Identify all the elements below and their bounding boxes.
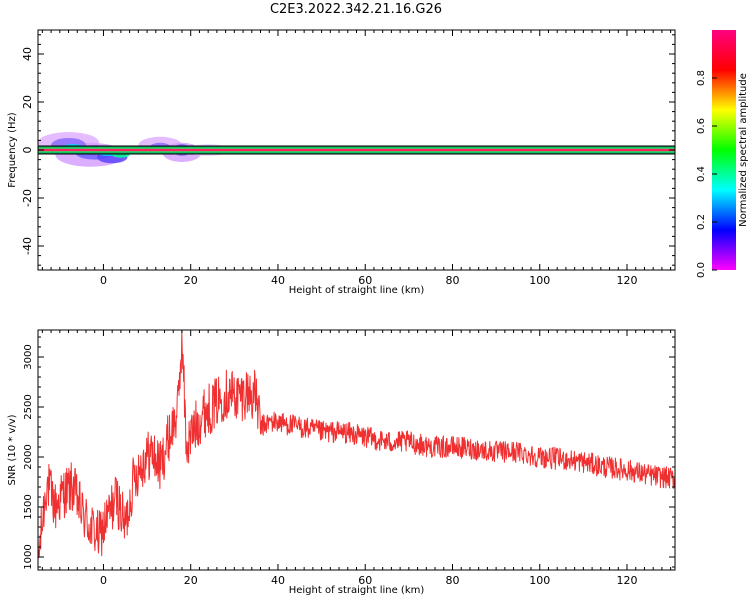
- colorbar-tick-label: 0.4: [696, 166, 707, 182]
- snr-y-tick-label: 1500: [23, 494, 34, 519]
- heatmap-y-tick-label: -20: [21, 189, 34, 207]
- heatmap-x-tick-label: 60: [358, 274, 372, 287]
- heatmap-x-tick-label: 0: [100, 274, 107, 287]
- snr-y-tick-label: 2000: [23, 444, 34, 469]
- heatmap-x-tick-label: 100: [529, 274, 550, 287]
- snr-plot-area: [38, 330, 675, 570]
- snr-y-tick-label: 2500: [23, 394, 34, 419]
- snr-x-tick-label: 120: [617, 574, 638, 587]
- colorbar-tick-label: 0.8: [696, 70, 707, 86]
- heatmap-y-tick-label: 0: [21, 147, 34, 154]
- snr-x-tick-label: 80: [445, 574, 459, 587]
- snr-y-axis-label: SNR (10 * v/v): [7, 414, 18, 485]
- heatmap-y-tick-label: 40: [21, 47, 34, 61]
- heatmap-y-tick-label: -40: [21, 237, 34, 255]
- snr-x-tick-label: 0: [100, 574, 107, 587]
- colorbar-tick-label: 0.0: [696, 262, 707, 278]
- heatmap-x-tick-label: 120: [617, 274, 638, 287]
- colorbar-tick-label: 0.6: [696, 118, 707, 134]
- heatmap-x-tick-label: 20: [184, 274, 198, 287]
- heatmap-x-axis-label: Height of straight line (km): [289, 285, 425, 296]
- figure-title: C2E3.2022.342.21.16.G26: [269, 2, 443, 17]
- snr-x-axis-label: Height of straight line (km): [289, 585, 425, 596]
- heatmap-y-axis-label: Frequency (Hz): [7, 112, 18, 188]
- snr-y-tick-label: 3000: [23, 344, 34, 369]
- colorbar: [712, 30, 736, 270]
- heatmap-y-tick-label: 20: [21, 95, 34, 109]
- snr-x-tick-label: 40: [271, 574, 285, 587]
- snr-series-line: [37, 329, 676, 559]
- snr-x-tick-label: 60: [358, 574, 372, 587]
- snr-x-tick-label: 100: [529, 574, 550, 587]
- colorbar-label: Normalized spectral amplitude: [738, 73, 749, 227]
- ridge-band-core: [38, 148, 675, 152]
- colorbar-tick-label: 0.2: [696, 214, 707, 230]
- snr-x-tick-label: 20: [184, 574, 198, 587]
- snr-y-tick-label: 1000: [23, 544, 34, 569]
- heatmap-x-tick-label: 80: [445, 274, 459, 287]
- heatmap-x-tick-label: 40: [271, 274, 285, 287]
